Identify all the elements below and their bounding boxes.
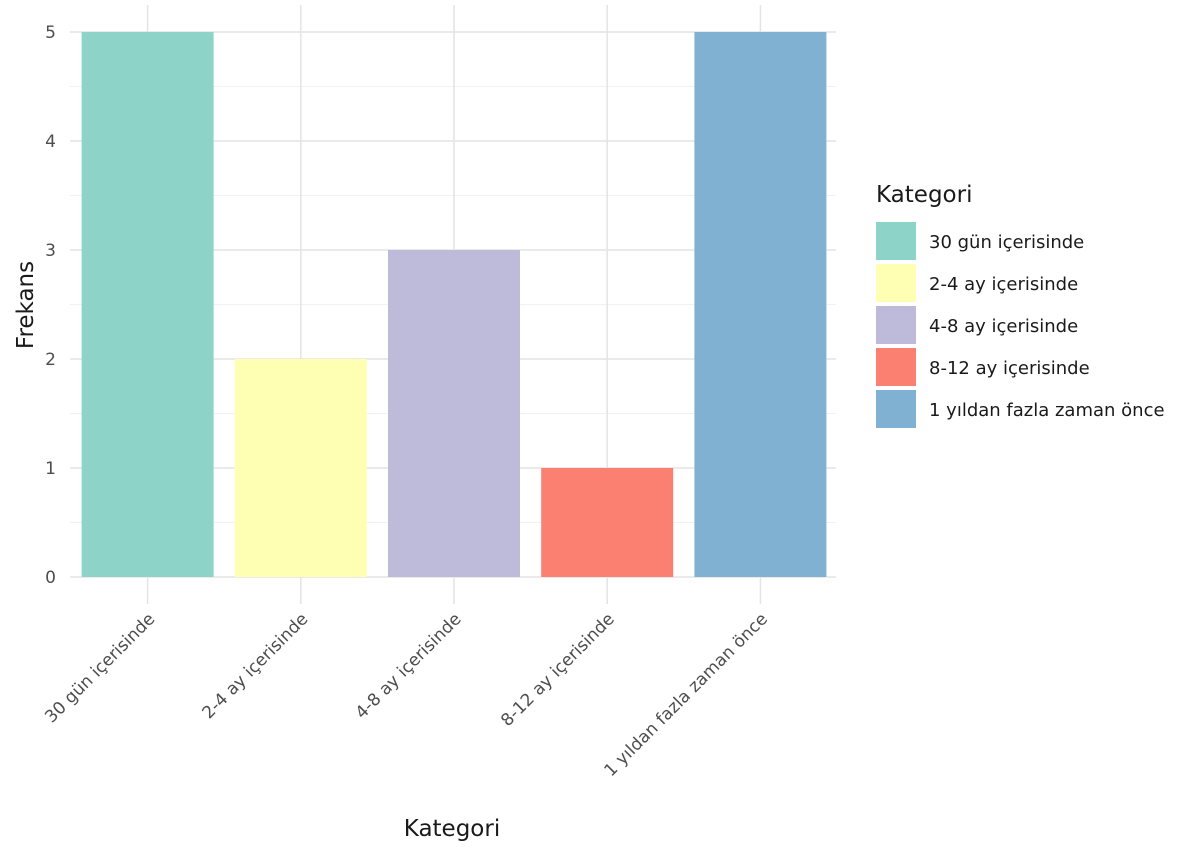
legend-swatch <box>876 390 916 428</box>
legend-title: Kategori <box>876 182 972 208</box>
bar-3 <box>388 250 520 577</box>
legend-label: 2-4 ay içerisinde <box>929 274 1078 295</box>
x-tick-label: 30 gün içerisinde <box>41 609 159 727</box>
x-tick-label: 8-12 ay içerisinde <box>497 609 618 730</box>
legend-swatch <box>876 222 916 260</box>
bars <box>81 32 827 577</box>
legend: Kategori 30 gün içerisinde 2-4 ay içerisi… <box>876 182 1165 428</box>
x-tick-label: 1 yıldan fazla zaman önce <box>600 609 771 780</box>
y-tick-label: 3 <box>45 241 56 261</box>
legend-label: 4-8 ay içerisinde <box>929 316 1078 337</box>
legend-swatch <box>876 306 916 344</box>
x-tick-label: 4-8 ay içerisinde <box>352 609 466 723</box>
x-axis-title: Kategori <box>404 816 500 842</box>
bar-1 <box>81 32 214 577</box>
x-tick-label: 2-4 ay içerisinde <box>199 609 313 723</box>
y-tick-label: 1 <box>45 459 56 479</box>
legend-swatch <box>876 348 916 386</box>
legend-label: 1 yıldan fazla zaman önce <box>929 400 1165 421</box>
bar-5 <box>694 32 827 577</box>
bar-4 <box>541 468 674 577</box>
legend-label: 8-12 ay içerisinde <box>929 358 1090 379</box>
legend-items: 30 gün içerisinde 2-4 ay içerisinde 4-8 ay… <box>876 222 1165 428</box>
y-axis-title: Frekans <box>13 261 39 349</box>
bar-2 <box>234 359 367 577</box>
y-tick-label: 2 <box>45 350 56 370</box>
x-axis-ticks: 30 gün içerisinde 2-4 ay içerisinde 4-8 ay… <box>41 609 772 780</box>
y-tick-label: 5 <box>45 23 56 43</box>
y-tick-label: 4 <box>45 132 56 152</box>
legend-label: 30 gün içerisinde <box>929 232 1084 253</box>
y-tick-label: 0 <box>45 568 56 588</box>
y-axis-ticks: 0 1 2 3 4 5 <box>45 23 56 588</box>
legend-swatch <box>876 264 916 302</box>
